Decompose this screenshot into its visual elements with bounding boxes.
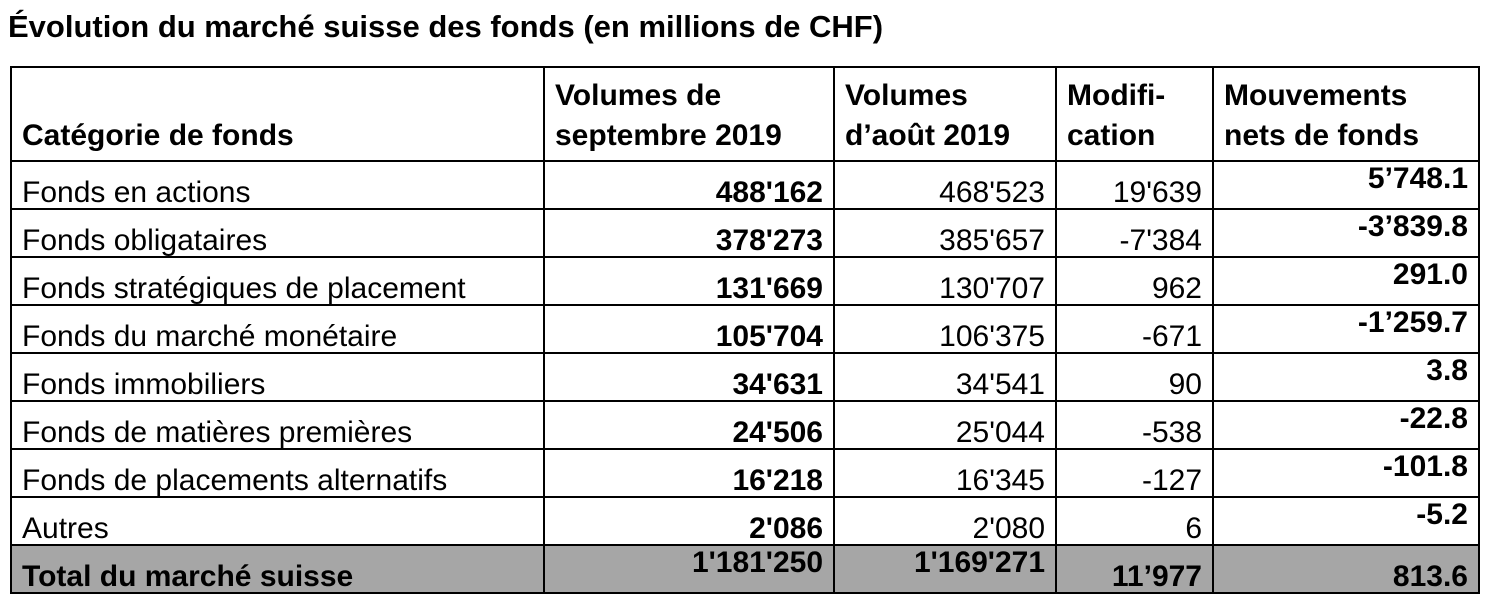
sep2019-cell: 105'704: [543, 304, 835, 354]
aug2019-cell: 25'044: [833, 400, 1057, 450]
header-net-flows-line-2: nets de fonds: [1224, 119, 1420, 152]
table-header-row: Catégorie de fonds Volumes de septembre …: [10, 66, 1480, 162]
aug2019-cell: 2'080: [833, 496, 1057, 546]
total-change-cell: 11’977: [1055, 544, 1214, 594]
sep2019-cell: 131'669: [543, 256, 835, 306]
category-cell: Fonds en actions: [10, 160, 545, 210]
change-cell: -7'384: [1055, 208, 1214, 258]
table-row: Fonds immobiliers 34'631 34'541 90 3.8: [10, 352, 1480, 402]
table-row: Fonds du marché monétaire 105'704 106'37…: [10, 304, 1480, 354]
aug2019-cell: 34'541: [833, 352, 1057, 402]
category-cell: Fonds stratégiques de placement: [10, 256, 545, 306]
category-cell: Fonds de placements alternatifs: [10, 448, 545, 498]
header-sep2019-line-1: Volumes de: [555, 79, 722, 112]
change-cell: 90: [1055, 352, 1214, 402]
category-cell: Fonds immobiliers: [10, 352, 545, 402]
header-change: Modifi- cation: [1055, 66, 1214, 162]
sep2019-cell: 378'273: [543, 208, 835, 258]
net-flows-cell: -22.8: [1212, 400, 1480, 450]
header-category-line-2: Catégorie de fonds: [22, 119, 294, 152]
total-sep2019-cell: 1'181'250: [543, 544, 835, 594]
header-net-flows: Mouvements nets de fonds: [1212, 66, 1480, 162]
aug2019-cell: 468'523: [833, 160, 1057, 210]
header-sep2019-line-2: septembre 2019: [555, 119, 782, 152]
funds-table: Catégorie de fonds Volumes de septembre …: [10, 66, 1480, 594]
total-row: Total du marché suisse 1'181'250 1'169'2…: [10, 544, 1480, 594]
header-change-line-2: cation: [1067, 119, 1156, 152]
aug2019-cell: 130'707: [833, 256, 1057, 306]
net-flows-cell: -3’839.8: [1212, 208, 1480, 258]
net-flows-cell: 3.8: [1212, 352, 1480, 402]
total-category-cell: Total du marché suisse: [10, 544, 545, 594]
header-net-flows-line-1: Mouvements: [1224, 79, 1408, 112]
change-cell: 6: [1055, 496, 1214, 546]
category-cell: Fonds de matières premières: [10, 400, 545, 450]
aug2019-cell: 16'345: [833, 448, 1057, 498]
document-title: Évolution du marché suisse des fonds (en…: [8, 9, 884, 44]
net-flows-cell: -101.8: [1212, 448, 1480, 498]
category-cell: Fonds obligataires: [10, 208, 545, 258]
change-cell: 962: [1055, 256, 1214, 306]
aug2019-cell: 106'375: [833, 304, 1057, 354]
table-row: Fonds stratégiques de placement 131'669 …: [10, 256, 1480, 306]
header-category: Catégorie de fonds: [10, 66, 545, 162]
change-cell: -127: [1055, 448, 1214, 498]
header-change-line-1: Modifi-: [1067, 79, 1166, 112]
table-row: Fonds obligataires 378'273 385'657 -7'38…: [10, 208, 1480, 258]
category-cell: Fonds du marché monétaire: [10, 304, 545, 354]
sep2019-cell: 34'631: [543, 352, 835, 402]
table-row: Fonds de placements alternatifs 16'218 1…: [10, 448, 1480, 498]
change-cell: -538: [1055, 400, 1214, 450]
total-net-flows-cell: 813.6: [1212, 544, 1480, 594]
table-row: Fonds en actions 488'162 468'523 19'639 …: [10, 160, 1480, 210]
change-cell: 19'639: [1055, 160, 1214, 210]
net-flows-cell: -1’259.7: [1212, 304, 1480, 354]
sep2019-cell: 2'086: [543, 496, 835, 546]
net-flows-cell: 5’748.1: [1212, 160, 1480, 210]
header-sep2019: Volumes de septembre 2019: [543, 66, 835, 162]
net-flows-cell: 291.0: [1212, 256, 1480, 306]
net-flows-cell: -5.2: [1212, 496, 1480, 546]
category-cell: Autres: [10, 496, 545, 546]
table-row: Fonds de matières premières 24'506 25'04…: [10, 400, 1480, 450]
header-aug2019: Volumes d’août 2019: [833, 66, 1057, 162]
sep2019-cell: 24'506: [543, 400, 835, 450]
table-row: Autres 2'086 2'080 6 -5.2: [10, 496, 1480, 546]
sep2019-cell: 16'218: [543, 448, 835, 498]
total-aug2019-cell: 1'169'271: [833, 544, 1057, 594]
header-aug2019-line-1: Volumes: [845, 79, 968, 112]
header-aug2019-line-2: d’août 2019: [845, 119, 1011, 152]
sep2019-cell: 488'162: [543, 160, 835, 210]
change-cell: -671: [1055, 304, 1214, 354]
aug2019-cell: 385'657: [833, 208, 1057, 258]
